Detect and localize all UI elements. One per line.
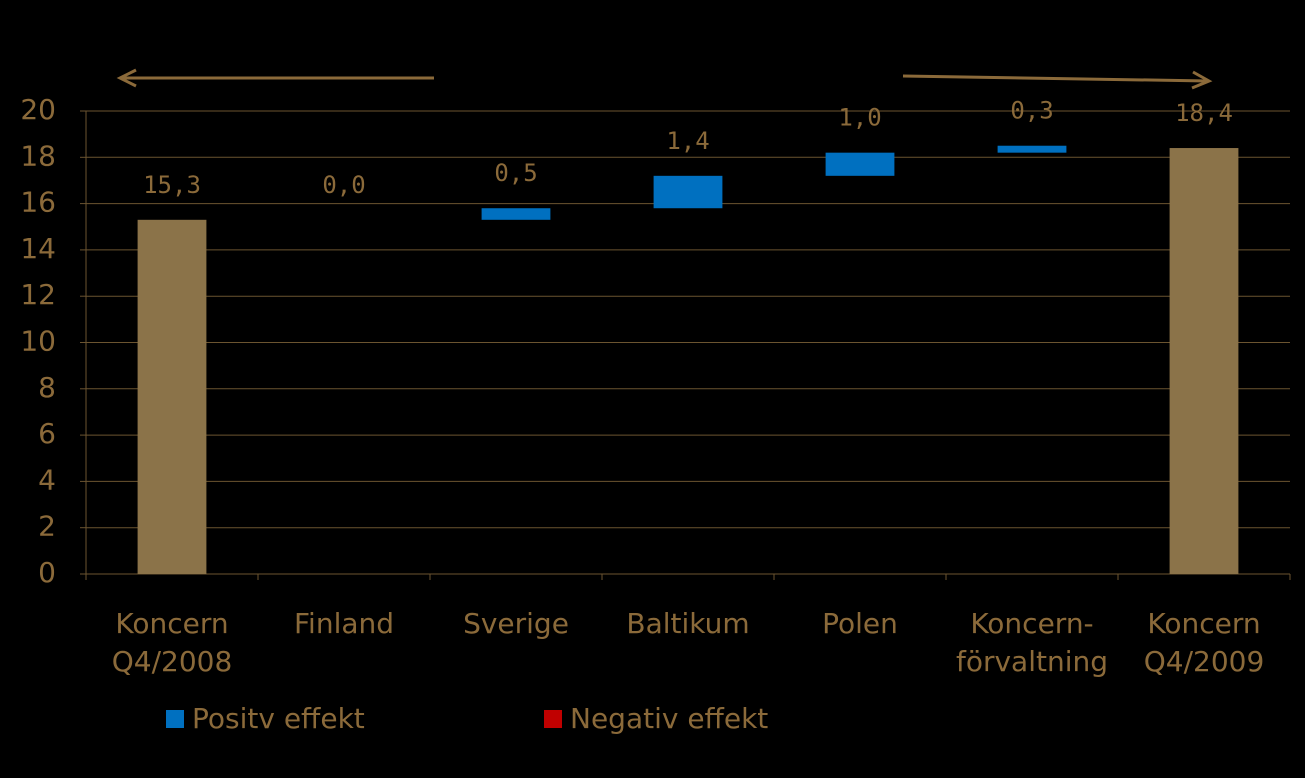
value-label: 0,5 (494, 159, 537, 187)
arrows (116, 68, 1213, 90)
y-tick-label: 12 (20, 278, 56, 311)
x-tick-label: Q4/2008 (112, 645, 233, 678)
value-label: 1,0 (838, 104, 881, 132)
legend-swatch (166, 710, 184, 728)
legend-label: Positv effekt (192, 702, 365, 735)
arrow-right-head (1191, 70, 1213, 90)
x-tick-label: Polen (822, 607, 898, 640)
x-tick-label: Koncern- (970, 607, 1093, 640)
x-tick-label: Koncern (1147, 607, 1260, 640)
legend-label: Negativ effekt (570, 702, 768, 735)
x-tick-label: Koncern (115, 607, 228, 640)
bar (481, 208, 551, 220)
x-tick-label: Baltikum (626, 607, 749, 640)
value-label: 1,4 (666, 127, 709, 155)
y-tick-label: 0 (38, 556, 56, 589)
value-label: 0,0 (322, 171, 365, 199)
arrow-left-head (116, 68, 137, 88)
bar (825, 152, 895, 176)
value-label: 18,4 (1175, 99, 1233, 127)
y-tick-label: 8 (38, 371, 56, 404)
y-tick-label: 18 (20, 139, 56, 172)
value-label: 15,3 (143, 171, 201, 199)
bar (1169, 148, 1239, 575)
x-tick-label: förvaltning (956, 645, 1108, 678)
bar (653, 175, 723, 209)
x-tick-label: Q4/2009 (1144, 645, 1265, 678)
y-tick-label: 20 (20, 93, 56, 126)
value-label: 0,3 (1010, 97, 1053, 125)
y-tick-label: 10 (20, 325, 56, 358)
y-tick-label: 16 (20, 186, 56, 219)
x-tick-label: Sverige (463, 607, 569, 640)
legend-swatch (544, 710, 562, 728)
bar (137, 219, 207, 574)
y-tick-label: 6 (38, 417, 56, 450)
x-tick-label: Finland (294, 607, 394, 640)
y-tick-label: 14 (20, 232, 56, 265)
bar (997, 145, 1067, 153)
y-tick-label: 2 (38, 510, 56, 543)
arrow-right (902, 74, 1209, 83)
y-tick-label: 4 (38, 463, 56, 496)
